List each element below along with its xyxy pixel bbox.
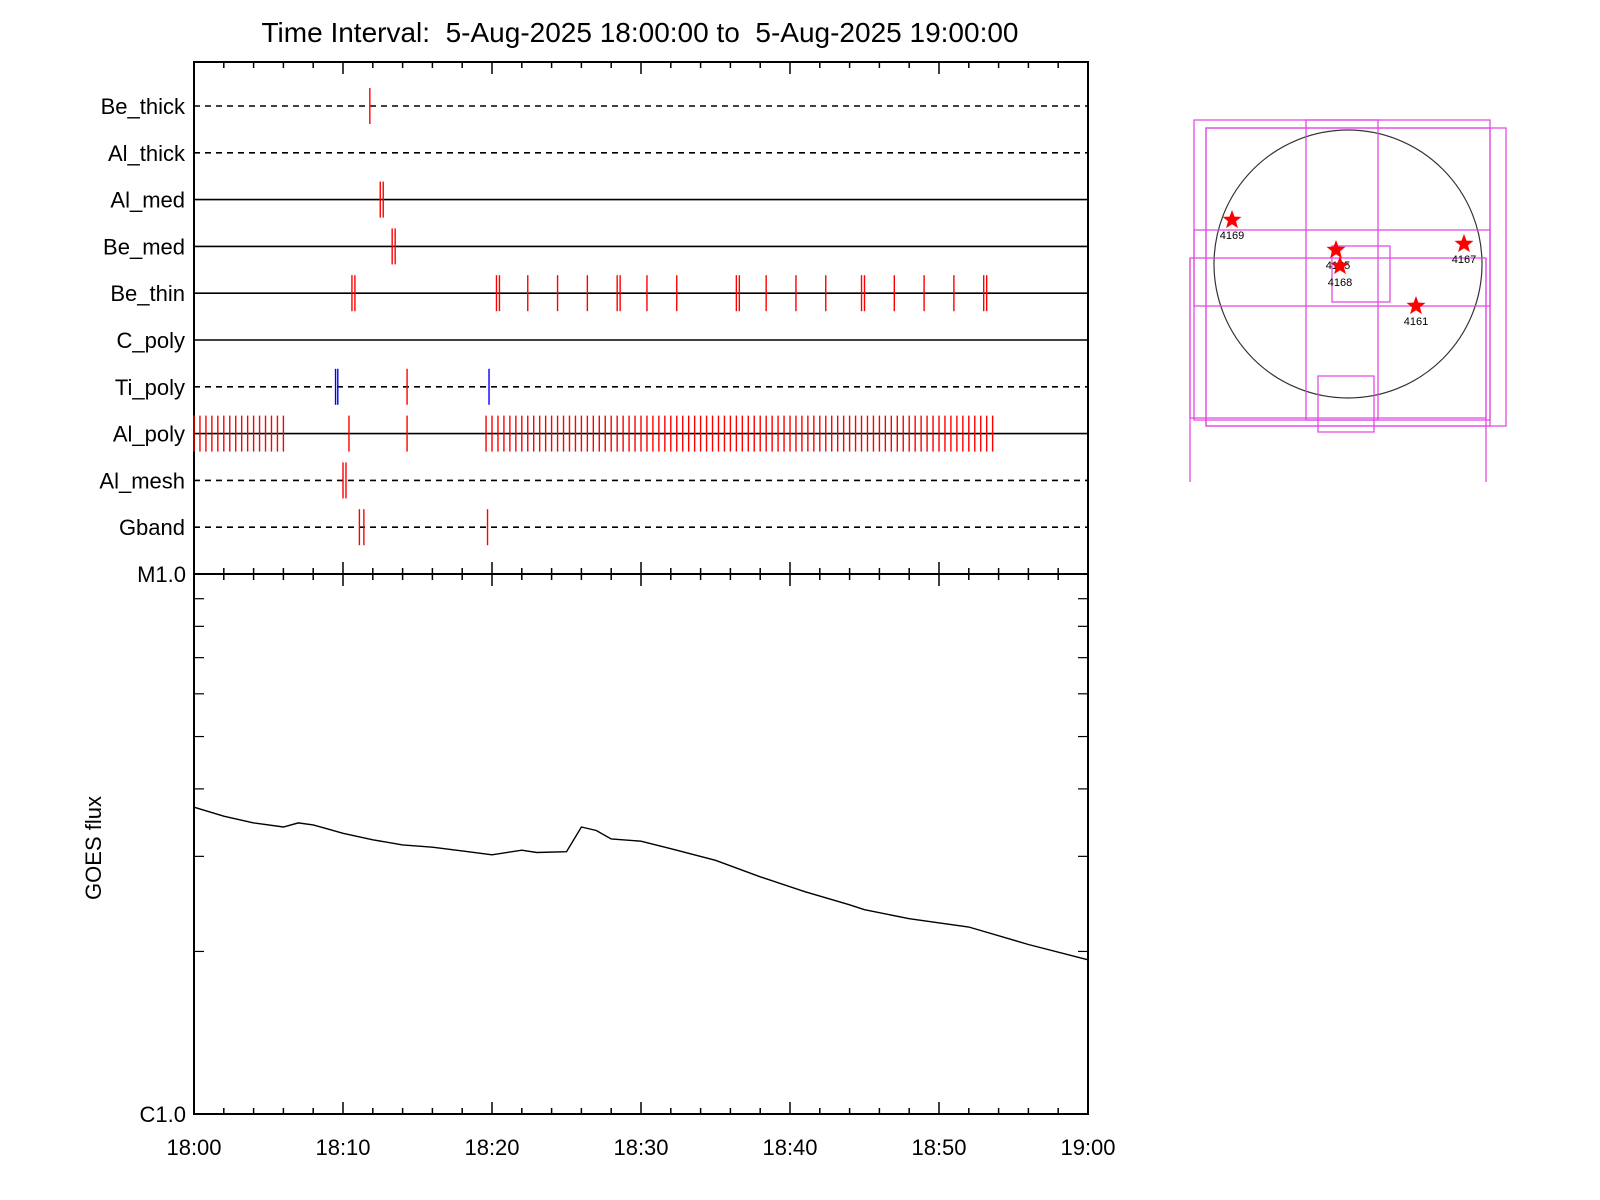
region-label: 4168 [1328, 277, 1352, 289]
row-label: Al_med [110, 188, 185, 213]
x-tick-label: 18:20 [464, 1135, 519, 1160]
x-tick-label: 18:50 [911, 1135, 966, 1160]
x-tick-label: 18:30 [613, 1135, 668, 1160]
chart-title: Time Interval: 5-Aug-2025 18:00:00 to 5-… [261, 17, 1018, 48]
row-label: C_poly [117, 328, 185, 353]
region-label: 4169 [1220, 230, 1244, 242]
row-label: Be_thin [110, 281, 185, 306]
row-label: Al_mesh [99, 468, 185, 493]
region-label: 4167 [1452, 254, 1476, 266]
goes-flux-panel: M1.0 C1.0 18:00 18:10 18:20 18:30 18:40 18:50 19… [137, 562, 1115, 1160]
region-star-marker [1406, 296, 1426, 315]
solar-disk [1213, 129, 1483, 399]
flux-panel-frame [193, 573, 1089, 1115]
y-axis-label: GOES flux [81, 796, 106, 900]
region-star-marker [1330, 256, 1350, 275]
fov-box [1193, 229, 1491, 307]
solar-disk-map: 41694165416841674161 [1189, 119, 1507, 482]
region-star-marker [1222, 210, 1242, 229]
y-tick-label: M1.0 [137, 562, 186, 587]
y-tick-label: C1.0 [140, 1102, 186, 1127]
row-label: Al_thick [108, 141, 186, 166]
x-tick-label: 18:00 [166, 1135, 221, 1160]
region-label: 4161 [1404, 316, 1428, 328]
fov-box [1317, 375, 1375, 433]
row-label: Gband [119, 515, 185, 540]
row-label: Ti_poly [115, 375, 185, 400]
fov-box [1205, 127, 1507, 427]
region-star-marker [1326, 240, 1346, 259]
fov-box [1331, 245, 1391, 303]
region-star-marker [1454, 234, 1474, 253]
x-tick-label: 18:40 [762, 1135, 817, 1160]
event-timeline-panel: Be_thick Al_thick Al_med Be_med Be_thin C_pol… [99, 61, 1089, 575]
fov-box [1305, 119, 1379, 421]
row-label: Be_med [103, 234, 185, 259]
row-label: Be_thick [101, 94, 186, 119]
goes-flux-line [193, 806, 1089, 961]
event-panel-frame [193, 61, 1089, 575]
x-tick-label: 18:10 [315, 1135, 370, 1160]
x-tick-label: 19:00 [1060, 1135, 1115, 1160]
row-label: Al_poly [113, 422, 185, 447]
